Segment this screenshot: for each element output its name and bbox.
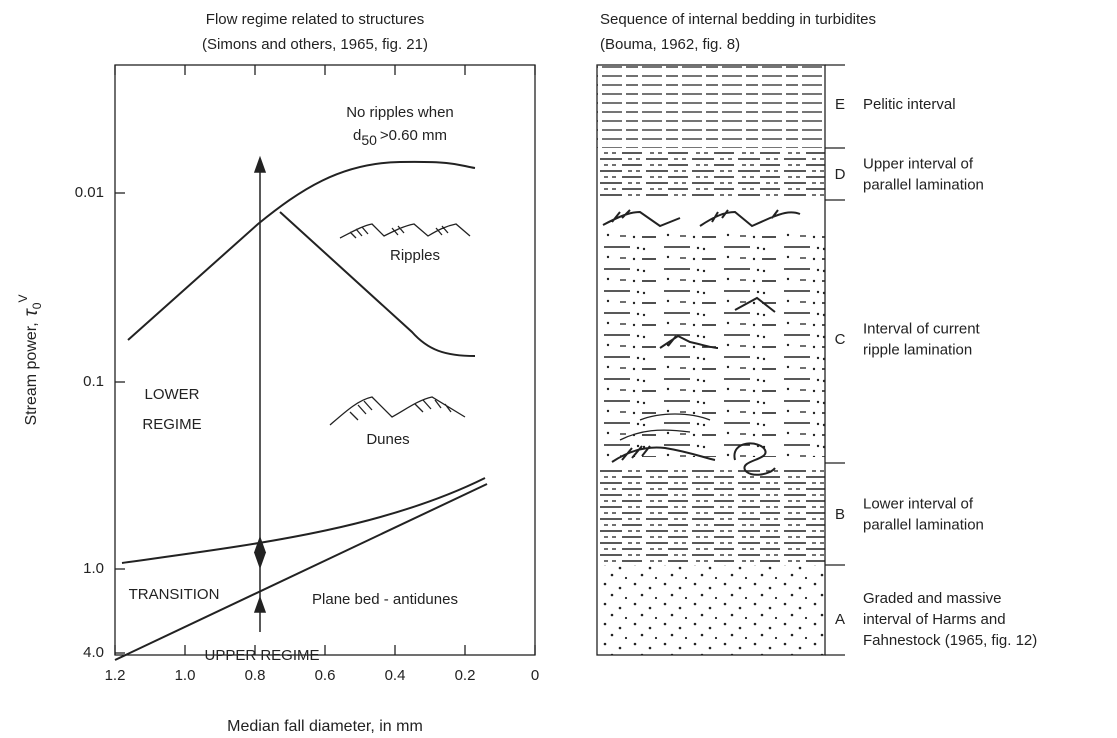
interval-description: Lower interval of — [863, 495, 974, 512]
interval-description: interval of Harms and — [863, 611, 1006, 628]
y-tick-label: 1.0 — [83, 560, 104, 577]
y-tick-label: 0.1 — [83, 373, 104, 390]
annotation: LOWER — [144, 386, 199, 403]
interval-letter: D — [835, 166, 846, 183]
ripples-icon — [339, 223, 471, 239]
interval-description: parallel lamination — [863, 516, 984, 533]
x-tick-label: 0 — [531, 667, 539, 684]
annotation: REGIME — [142, 416, 201, 433]
interval-description: ripple lamination — [863, 341, 972, 358]
x-tick-label: 0.4 — [385, 667, 406, 684]
annotation: Ripples — [390, 247, 440, 264]
y-tick-label: 4.0 — [83, 644, 104, 661]
panel-title: Flow regime related to structures — [206, 11, 424, 28]
y-ticks: 0.01 0.1 1.0 4.0 — [75, 184, 125, 661]
ripple-dune-boundary — [279, 211, 476, 357]
panel-subtitle: (Simons and others, 1965, fig. 21) — [202, 36, 428, 53]
annotation-d: d — [353, 127, 361, 144]
annotation: Plane bed - antidunes — [312, 591, 458, 608]
annotation-sub: 50 — [361, 132, 377, 148]
interval-description: Fahnestock (1965, fig. 12) — [863, 632, 1037, 649]
annotation: Dunes — [366, 431, 409, 448]
x-tick-label: 1.2 — [105, 667, 126, 684]
panel-title: Sequence of internal bedding in turbidit… — [600, 11, 876, 28]
interval-description: Upper interval of — [863, 155, 974, 172]
annotation-rest: >0.60 mm — [380, 127, 447, 144]
interval-letter: B — [835, 506, 845, 523]
interval-description: Graded and massive — [863, 590, 1001, 607]
x-tick-label: 1.0 — [175, 667, 196, 684]
interval-description: parallel lamination — [863, 176, 984, 193]
annotation: d50 >0.60 mm — [353, 127, 447, 148]
interval-description: Pelitic interval — [863, 96, 956, 113]
annotation: No ripples when — [346, 104, 454, 121]
y-axis-symbol: τ — [21, 307, 42, 316]
interval-letter: E — [835, 96, 845, 113]
transition-lower-curve — [114, 483, 488, 661]
y-axis-label: Stream power, τ0V — [16, 295, 44, 426]
plot-frame — [114, 64, 536, 656]
y-axis-label-text: Stream power, — [23, 322, 40, 425]
interval-letter: A — [835, 611, 845, 628]
interval-letter: C — [835, 331, 846, 348]
labels: Flow regime related to structures (Simons… — [16, 11, 1037, 735]
y-tick-label: 0.01 — [75, 184, 104, 201]
y-axis-sup: V — [16, 295, 30, 303]
x-tick-label: 0.8 — [245, 667, 266, 684]
annotation: TRANSITION — [129, 586, 220, 603]
upper-boundary-curve — [127, 160, 476, 341]
panel-subtitle: (Bouma, 1962, fig. 8) — [600, 36, 740, 53]
bedding-column — [596, 64, 845, 656]
regime-arrow — [253, 155, 267, 632]
annotation: UPPER REGIME — [204, 647, 319, 664]
transition-upper-curve — [121, 477, 486, 564]
dunes-icon — [329, 396, 466, 426]
x-ticks: 1.2 1.0 0.8 0.6 0.4 0.2 0 — [105, 65, 539, 684]
interval-description: Interval of current — [863, 320, 981, 337]
x-tick-label: 0.2 — [455, 667, 476, 684]
x-tick-label: 0.6 — [315, 667, 336, 684]
x-axis-label: Median fall diameter, in mm — [227, 718, 423, 735]
y-axis-sub: 0 — [30, 302, 44, 309]
